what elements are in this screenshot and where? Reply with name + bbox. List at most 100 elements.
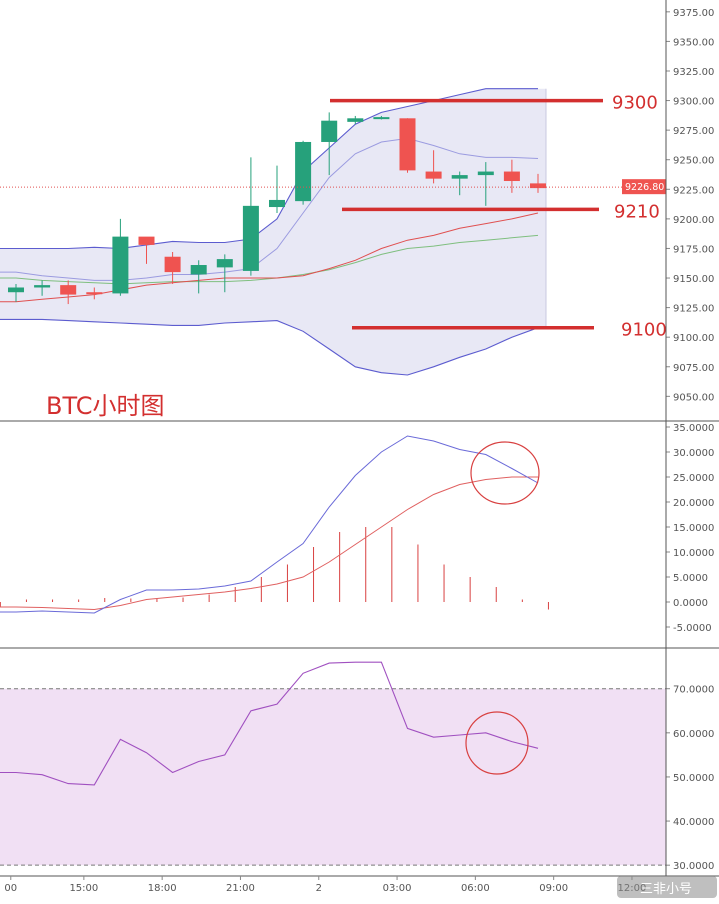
candle <box>530 173 546 193</box>
candle-body <box>86 292 103 295</box>
candle-body <box>60 285 77 295</box>
time-tick-label: 06:00 <box>461 883 490 894</box>
price-tick-label: 9275.00 <box>673 126 714 137</box>
rsi-tick-label: 40.0000 <box>673 817 714 828</box>
last-price-badge <box>622 179 666 195</box>
rsi-highlight-circle <box>465 711 529 775</box>
rsi-band <box>0 688 666 866</box>
candle-body <box>503 171 520 182</box>
bollinger-lower-line <box>0 318 539 376</box>
rsi-tick-label: 30.0000 <box>673 861 714 872</box>
price-tick-label: 9350.00 <box>673 37 714 48</box>
price-tick-label: 9225.00 <box>673 185 714 196</box>
candle-body <box>399 118 416 171</box>
macd-tick-label: 30.0000 <box>673 448 714 459</box>
time-tick-label: 21:00 <box>226 883 255 894</box>
watermark: 三非小号 <box>617 876 717 898</box>
candle <box>138 236 155 264</box>
rsi-tick-label: 70.0000 <box>673 685 714 696</box>
macd-highlight-circle <box>470 441 540 505</box>
time-tick-label: 18:00 <box>148 883 177 894</box>
candle <box>86 287 103 300</box>
candle-body <box>34 285 51 288</box>
price-tick-label: 9250.00 <box>673 156 714 167</box>
candle-body <box>295 141 312 202</box>
price-plot-area <box>0 88 547 376</box>
candle <box>190 260 207 294</box>
macd-signal-line <box>0 476 538 611</box>
price-tick-label: 9325.00 <box>673 67 714 78</box>
time-tick-label: 2 <box>316 883 322 894</box>
chart-title: BTC小时图 <box>46 392 164 420</box>
macd-line <box>0 435 539 614</box>
rsi-tick-label: 50.0000 <box>673 773 714 784</box>
candle <box>477 162 494 206</box>
price-tick-label: 9300.00 <box>673 97 714 108</box>
candle <box>112 218 129 296</box>
candle <box>451 171 468 196</box>
candle-body <box>425 171 442 179</box>
candle-body <box>477 171 494 176</box>
ma-red-line <box>0 212 539 303</box>
level-label-9210: 9210 <box>614 201 660 222</box>
rsi-tick-label: 60.0000 <box>673 729 714 740</box>
candle <box>60 280 77 305</box>
candle <box>269 165 285 213</box>
candle <box>399 118 416 173</box>
macd-tick-label: 15.0000 <box>673 523 714 534</box>
candle <box>242 157 259 276</box>
macd-pane <box>0 435 549 614</box>
time-tick-label: 09:00 <box>539 883 568 894</box>
time-tick-label: 15:00 <box>69 883 98 894</box>
candle-body <box>8 287 24 293</box>
candle <box>216 254 233 293</box>
candle <box>8 283 24 302</box>
time-tick-label: 03:00 <box>383 883 412 894</box>
macd-tick-label: 5.0000 <box>673 573 708 584</box>
macd-plot-area <box>0 435 549 614</box>
candle <box>373 115 390 120</box>
candle <box>295 140 312 205</box>
bollinger-middle-line <box>0 137 539 281</box>
price-tick-label: 9200.00 <box>673 215 714 226</box>
price-tick-label: 9150.00 <box>673 274 714 285</box>
candle-body <box>321 120 338 142</box>
macd-tick-label: 20.0000 <box>673 498 714 509</box>
candle-body <box>216 259 233 268</box>
macd-tick-label: 0.0000 <box>673 598 708 609</box>
bollinger-upper-line <box>0 88 538 250</box>
price-tick-label: 9075.00 <box>673 363 714 374</box>
rsi-pane <box>0 661 666 866</box>
candle-body <box>347 118 364 122</box>
candle-body <box>242 205 259 271</box>
ma-green-line <box>0 234 539 285</box>
rsi-plot-area <box>0 661 666 866</box>
price-tick-label: 9375.00 <box>673 8 714 19</box>
watermark-text: 三非小号 <box>640 882 692 897</box>
level-label-9300: 9300 <box>612 93 658 114</box>
candle-body <box>164 256 181 273</box>
candle <box>164 252 181 284</box>
candle-body <box>269 199 285 208</box>
price-pane: 9300 9210 9100 <box>0 88 667 376</box>
candle-body <box>373 117 390 120</box>
candle <box>347 115 364 125</box>
level-label-9100: 9100 <box>621 320 667 341</box>
macd-tick-label: 35.0000 <box>673 423 714 434</box>
price-tick-label: 9125.00 <box>673 304 714 315</box>
candle-body <box>530 183 546 189</box>
candle-body <box>190 265 207 275</box>
last-price-label: 9226.80 <box>625 182 664 193</box>
candle-body <box>451 175 468 179</box>
time-tick-label: 00 <box>4 883 17 894</box>
candle-body <box>138 236 155 245</box>
macd-tick-label: -5.0000 <box>673 623 712 634</box>
price-tick-label: 9050.00 <box>673 392 714 403</box>
candle-body <box>112 236 129 294</box>
candle <box>425 150 442 184</box>
rsi-line <box>0 661 539 786</box>
candle <box>321 112 338 176</box>
price-tick-label: 9100.00 <box>673 333 714 344</box>
